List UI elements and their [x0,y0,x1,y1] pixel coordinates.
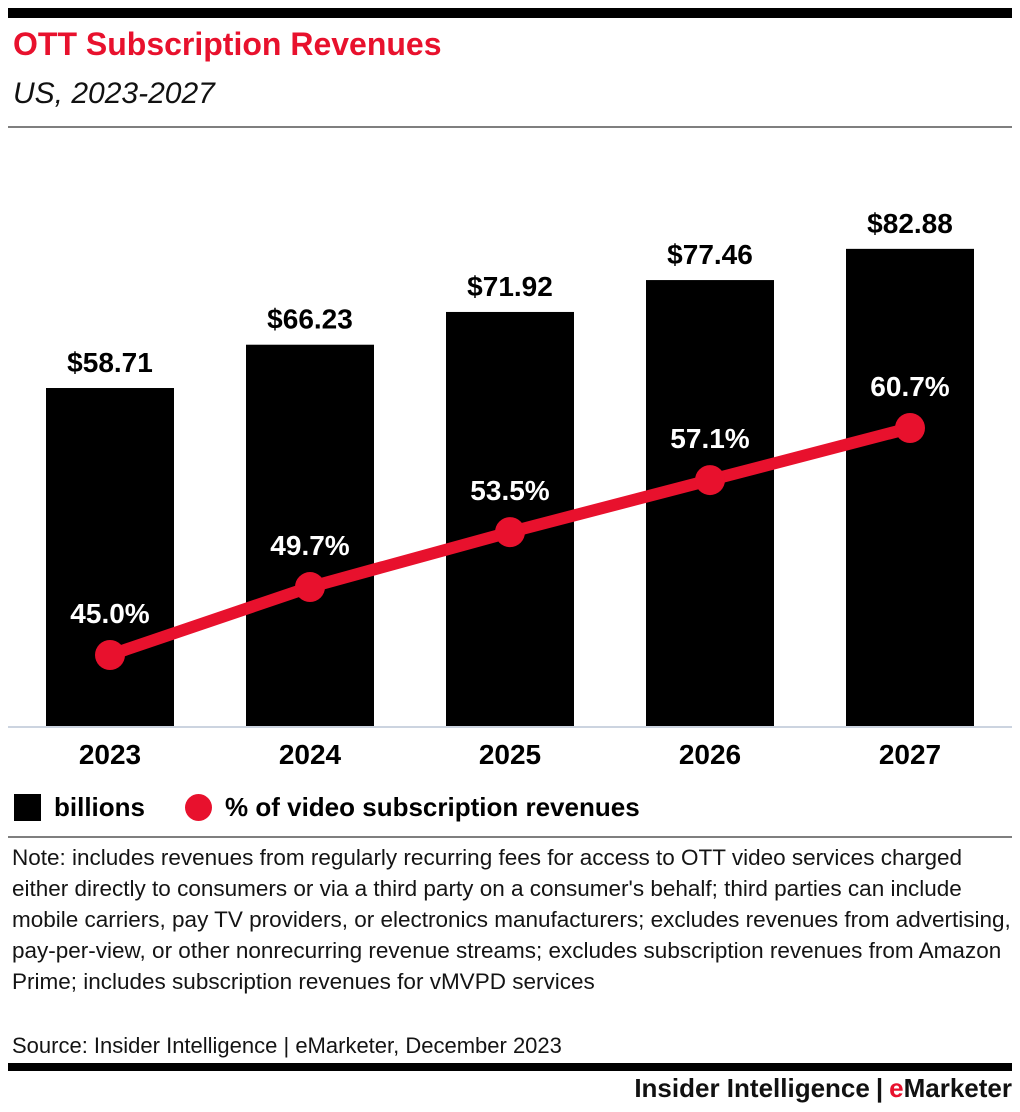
brand-insider-intelligence: Insider Intelligence [634,1073,870,1103]
line-point-2024 [295,572,325,603]
bar-line-chart: $58.71 $66.23 $71.92 $77.46 $82.88 45.0% 49.7%… [8,208,1012,770]
line-point-2025 [495,517,525,548]
bar-2024 [246,344,374,726]
bar-value-label-2026: $77.46 [667,239,753,270]
x-tick-2026: 2026 [679,739,741,770]
brand-footer: Insider Intelligence | eMarketer [0,1073,1012,1104]
brand-emarketer-rest: Marketer [903,1073,1012,1103]
percent-label-2027: 60.7% [870,371,949,402]
bar-value-label-2027: $82.88 [867,208,953,239]
legend-label: % of video subscription revenues [225,792,640,822]
source-text: Source: Insider Intelligence | eMarketer… [12,1033,562,1058]
x-tick-2027: 2027 [879,739,941,770]
top-black-rule [8,8,1012,18]
bar-value-label-2024: $66.23 [267,304,353,335]
bar-2027 [846,248,974,726]
bar-2026 [646,280,774,726]
bar-2023 [46,388,174,726]
bar-value-label-2025: $71.92 [467,271,553,302]
chart-legend: billions % of video subscription revenue… [14,792,640,823]
chart-subtitle: US, 2023-2027 [13,77,215,110]
legend-divider [8,836,1012,838]
legend-item-billions: billions [14,792,145,823]
x-tick-2024: 2024 [279,739,342,770]
chart-title: OTT Subscription Revenues [13,26,442,62]
bar-value-label-2023: $58.71 [67,347,153,378]
line-point-2027 [895,413,925,444]
percent-label-2024: 49.7% [270,530,349,561]
red-circle-swatch-icon [185,794,212,821]
brand-emarketer-e: e [889,1073,904,1103]
legend-item-percent: % of video subscription revenues [185,792,640,823]
legend-label: billions [54,792,145,822]
line-point-2026 [695,465,725,496]
percent-label-2025: 53.5% [470,475,549,506]
percent-label-2026: 57.1% [670,423,749,454]
line-point-2023 [95,640,125,670]
bottom-black-rule [8,1063,1012,1071]
brand-separator: | [875,1073,884,1103]
black-square-swatch-icon [14,794,41,821]
percent-label-2023: 45.0% [70,598,149,629]
x-tick-2025: 2025 [479,739,541,770]
header-divider [8,126,1012,128]
x-tick-2023: 2023 [79,739,141,770]
footnote-text: Note: includes revenues from regularly r… [12,845,1011,994]
